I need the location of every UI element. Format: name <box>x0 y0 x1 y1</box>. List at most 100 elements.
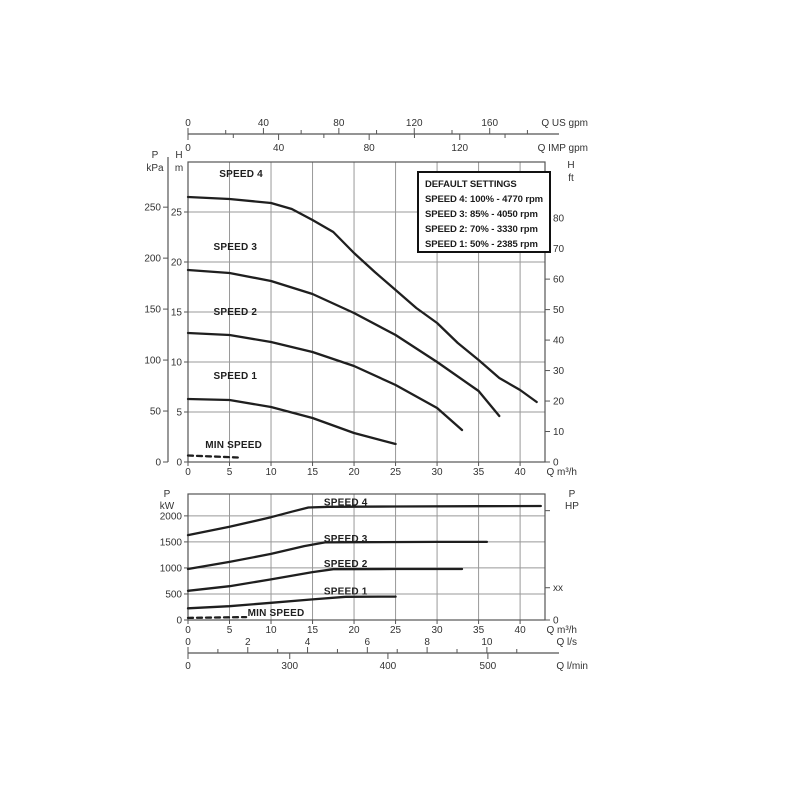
kpa-tick-label: 50 <box>150 407 162 418</box>
kpa-tick-label: 200 <box>144 254 161 265</box>
curve-label: SPEED 3 <box>324 534 368 545</box>
y-tick-label: 1500 <box>160 537 183 548</box>
power-chart-curve-speed-4 <box>186 504 542 537</box>
us-gpm-tick-label: 40 <box>258 118 270 129</box>
lmin-unit-label: Q l/min <box>556 661 588 672</box>
x-tick-label: 25 <box>390 625 402 636</box>
default-settings-speed-1: SPEED 1: 50% - 2385 rpm <box>425 239 538 250</box>
kpa-tick-label: 150 <box>144 305 161 316</box>
x-tick-label: 0 <box>185 467 191 478</box>
ft-tick-label: 0 <box>553 458 559 469</box>
ls-tick-label: 6 <box>365 637 371 648</box>
head-chart-curve-speed-1 <box>186 397 397 446</box>
power-chart-curve-min-speed <box>186 615 248 620</box>
lmin-tick-label: 300 <box>281 661 298 672</box>
hm-axis-header: m <box>175 163 183 174</box>
ft-tick-label: 80 <box>553 214 565 225</box>
us-gpm-unit-label: Q US gpm <box>541 118 588 129</box>
hp-axis-header: HP <box>565 501 579 512</box>
x-tick-label: 40 <box>515 625 527 636</box>
hp-tick-label: xx <box>553 583 563 594</box>
ft-tick-label: 50 <box>553 305 565 316</box>
imp-gpm-tick-label: 0 <box>185 143 191 154</box>
curve-label: SPEED 4 <box>219 169 263 180</box>
curve-label: MIN SPEED <box>248 608 305 619</box>
power-chart-curve-speed-2 <box>186 567 464 592</box>
x-tick-label: 15 <box>307 625 319 636</box>
x-tick-label: 30 <box>432 625 444 636</box>
y-tick-label: 5 <box>176 408 182 419</box>
power-chart-curve-speed-3 <box>186 540 489 571</box>
us-gpm-tick-label: 0 <box>185 118 191 129</box>
x-tick-label: 40 <box>515 467 527 478</box>
head-chart-curve-min-speed <box>186 454 239 459</box>
us-gpm-tick-label: 120 <box>406 118 423 129</box>
y-tick-label: 0 <box>176 616 182 627</box>
head-chart-curve-speed-2 <box>186 331 464 432</box>
x-tick-label: 35 <box>473 467 485 478</box>
imp-gpm-tick-label: 120 <box>451 143 468 154</box>
x-tick-label: 30 <box>432 467 444 478</box>
curve-label: MIN SPEED <box>205 440 262 451</box>
x-tick-label: 20 <box>348 625 360 636</box>
x-tick-label: 5 <box>227 625 233 636</box>
lmin-tick-label: 0 <box>185 661 191 672</box>
curve-label: SPEED 2 <box>324 559 368 570</box>
kpa-axis-header: P <box>152 150 159 161</box>
default-settings-speed-2: SPEED 2: 70% - 3330 rpm <box>425 224 538 235</box>
default-settings-title: DEFAULT SETTINGS <box>425 179 517 190</box>
y-tick-label: 15 <box>171 308 183 319</box>
kpa-axis-header: kPa <box>146 163 164 174</box>
curve-label: SPEED 1 <box>324 587 368 598</box>
imp-gpm-unit-label: Q IMP gpm <box>538 143 588 154</box>
default-settings-speed-4: SPEED 4: 100% - 4770 rpm <box>425 194 543 205</box>
x-tick-label: 15 <box>307 467 319 478</box>
x-tick-label: 10 <box>265 467 277 478</box>
us-gpm-tick-label: 160 <box>481 118 498 129</box>
lmin-tick-label: 500 <box>480 661 497 672</box>
curve-label: SPEED 1 <box>213 371 257 382</box>
y-tick-label: 25 <box>171 208 183 219</box>
power-chart-frame <box>187 493 546 621</box>
x-tick-label: 10 <box>265 625 277 636</box>
kpa-tick-label: 0 <box>155 458 161 469</box>
kpa-tick-label: 100 <box>144 356 161 367</box>
ft-tick-label: 30 <box>553 366 565 377</box>
ft-tick-label: 10 <box>553 427 565 438</box>
y-tick-label: 1000 <box>160 563 183 574</box>
x-axis-unit-label: Q m³/h <box>546 467 577 478</box>
head-chart-curve-speed-4 <box>186 195 538 404</box>
hp-tick-label: 0 <box>553 616 559 627</box>
kw-axis-header: kW <box>160 501 175 512</box>
default-settings-speed-3: SPEED 3: 85% - 4050 rpm <box>425 209 538 220</box>
imp-gpm-tick-label: 80 <box>364 143 376 154</box>
ft-tick-label: 20 <box>553 397 565 408</box>
kw-axis-header: P <box>164 489 171 500</box>
x-tick-label: 20 <box>348 467 360 478</box>
x-axis-unit-label: Q m³/h <box>546 625 577 636</box>
ls-unit-label: Q l/s <box>556 637 577 648</box>
y-tick-label: 20 <box>171 258 183 269</box>
x-tick-label: 35 <box>473 625 485 636</box>
ft-tick-label: 40 <box>553 336 565 347</box>
ls-tick-label: 2 <box>245 637 251 648</box>
ft-tick-label: 60 <box>553 275 565 286</box>
curve-label: SPEED 3 <box>213 242 257 253</box>
ls-tick-label: 4 <box>305 637 311 648</box>
lmin-tick-label: 400 <box>380 661 397 672</box>
y-tick-label: 2000 <box>160 511 183 522</box>
kpa-tick-label: 250 <box>144 203 161 214</box>
ls-tick-label: 10 <box>481 637 493 648</box>
x-tick-label: 5 <box>227 467 233 478</box>
head-chart-curve-speed-3 <box>186 268 501 418</box>
ls-tick-label: 0 <box>185 637 191 648</box>
hp-axis-header: P <box>569 489 576 500</box>
ft-tick-label: 70 <box>553 244 565 255</box>
x-tick-label: 25 <box>390 467 402 478</box>
imp-gpm-tick-label: 40 <box>273 143 285 154</box>
y-tick-label: 500 <box>165 589 182 600</box>
curve-label: SPEED 2 <box>213 307 257 318</box>
y-tick-label: 10 <box>171 358 183 369</box>
